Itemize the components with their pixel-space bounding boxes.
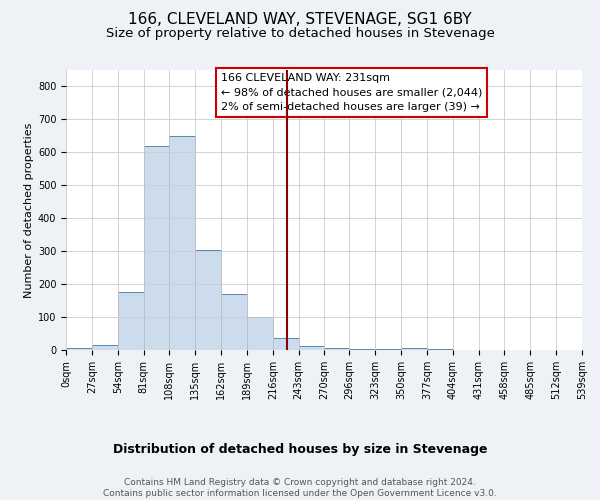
Bar	[349, 348, 375, 350]
Y-axis label: Number of detached properties: Number of detached properties	[23, 122, 34, 298]
Bar	[66, 348, 92, 350]
Bar	[92, 345, 118, 350]
Text: 166 CLEVELAND WAY: 231sqm
← 98% of detached houses are smaller (2,044)
2% of sem: 166 CLEVELAND WAY: 231sqm ← 98% of detac…	[221, 73, 482, 112]
Text: 166, CLEVELAND WAY, STEVENAGE, SG1 6BY: 166, CLEVELAND WAY, STEVENAGE, SG1 6BY	[128, 12, 472, 28]
Bar	[221, 294, 247, 350]
Bar	[299, 346, 325, 350]
Bar	[169, 136, 195, 350]
Text: Distribution of detached houses by size in Stevenage: Distribution of detached houses by size …	[113, 442, 487, 456]
Bar	[195, 250, 221, 350]
Bar	[247, 317, 273, 350]
Text: Contains HM Land Registry data © Crown copyright and database right 2024.
Contai: Contains HM Land Registry data © Crown c…	[103, 478, 497, 498]
Bar	[118, 292, 143, 350]
Bar	[401, 348, 427, 350]
Bar	[325, 348, 349, 350]
Bar	[273, 338, 299, 350]
Text: Size of property relative to detached houses in Stevenage: Size of property relative to detached ho…	[106, 28, 494, 40]
Bar	[143, 146, 169, 350]
